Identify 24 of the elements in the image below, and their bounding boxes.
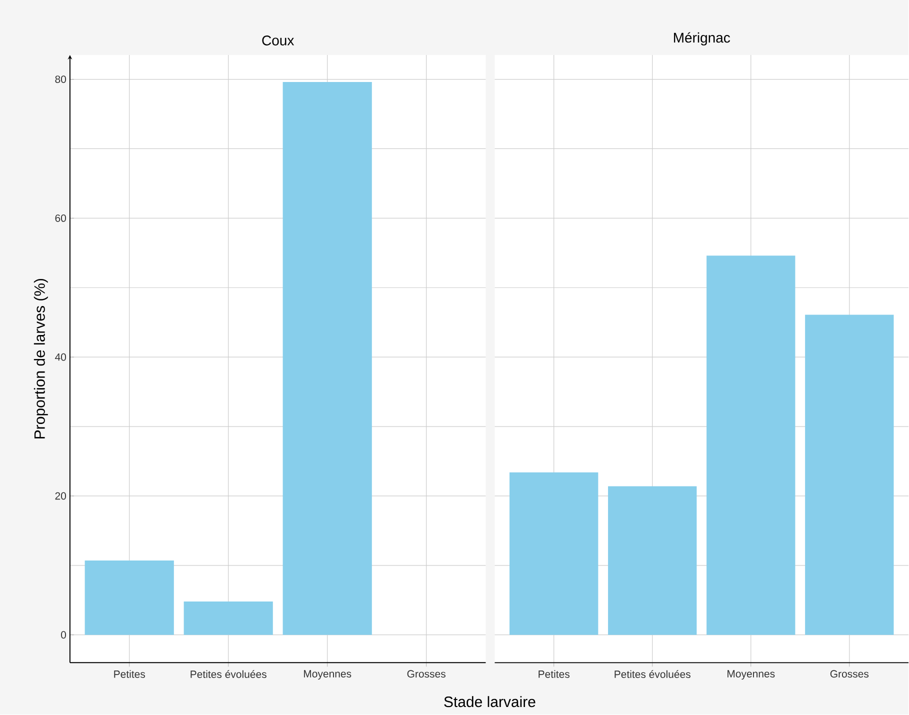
- y-tick-label: 40: [54, 354, 66, 361]
- bar: [84, 560, 174, 636]
- x-tick-label: Petites évoluées: [614, 670, 690, 678]
- bar: [608, 486, 697, 636]
- x-tick-label: Petites évoluées: [190, 670, 266, 678]
- x-tick-label: Petites: [538, 670, 570, 678]
- bar: [805, 314, 894, 636]
- y-tick-label: 60: [55, 214, 66, 222]
- bar: [510, 472, 598, 636]
- x-tick-label: Moyennes: [728, 670, 775, 680]
- bar: [184, 602, 273, 636]
- bar: [706, 256, 796, 636]
- x-tick-label: Grosses: [830, 670, 869, 678]
- x-tick-label: Moyennes: [304, 670, 352, 680]
- y-tick-label: 0: [61, 631, 66, 639]
- x-axis-title: Stade larvaire: [444, 696, 536, 708]
- x-tick-label: Petites: [114, 670, 146, 678]
- y-tick-label: 20: [55, 492, 66, 500]
- y-axis-title: Proportion de larves (%): [34, 279, 48, 439]
- chart-title: Mérignac: [674, 32, 730, 46]
- y-tick-label: 80: [55, 76, 66, 84]
- bar: [282, 82, 372, 636]
- chart-title: Coux: [262, 36, 294, 46]
- x-tick-label: Grosses: [407, 670, 446, 678]
